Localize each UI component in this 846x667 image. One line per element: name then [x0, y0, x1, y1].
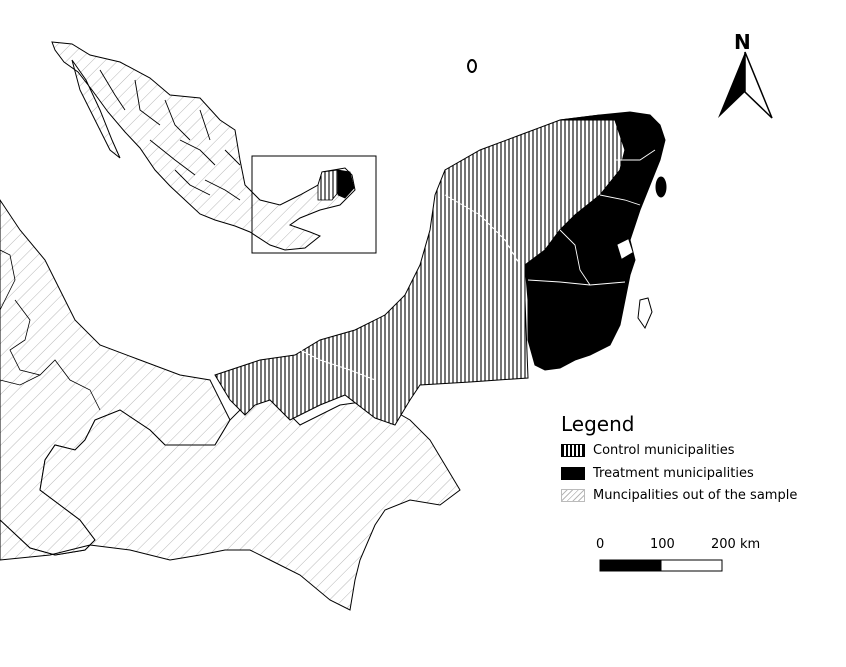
legend-item-label: Control municipalities [593, 442, 735, 458]
inset-map-mexico [51, 41, 377, 254]
inset-mexico-outline [51, 41, 356, 251]
control-border-b [299, 349, 376, 381]
treatment-border-3 [599, 194, 641, 206]
control-border-a [444, 194, 521, 266]
scale-bar [599, 559, 723, 572]
legend-item-out-of-sample: Muncipalities out of the sample [561, 487, 797, 503]
out-of-sample-municipalities [0, 199, 461, 611]
legend-title: Legend [561, 412, 635, 436]
legend-item-control: Control municipalities [561, 442, 735, 458]
treatment-swatch-icon [561, 466, 585, 480]
treatment-municipalities [524, 111, 667, 371]
island-arrecife [467, 59, 477, 73]
north-arrow [718, 51, 773, 119]
legend-item-treatment: Treatment municipalities [561, 465, 754, 481]
inset-state-borders [99, 69, 241, 201]
internal-border-1 [9, 299, 101, 411]
internal-border-2 [0, 374, 41, 386]
scale-bar-white-segment [660, 559, 723, 572]
out-of-sample-swatch-icon [561, 488, 585, 502]
inset-extent-box [251, 155, 377, 254]
inset-yucatan-treatment [337, 169, 355, 199]
scale-label-0: 0 [596, 537, 605, 552]
island-lake [617, 239, 633, 259]
scale-bar-black-segment [599, 559, 662, 572]
scale-label-200: 200 km [711, 537, 761, 552]
island-small [637, 297, 653, 330]
treatment-border-4 [615, 149, 656, 161]
out-region-guatemala-edge [0, 249, 16, 311]
treatment-border-2 [559, 229, 591, 286]
control-swatch-icon [561, 443, 585, 457]
legend-item-label: Treatment municipalities [593, 465, 754, 481]
treatment-region-quintana-roo [524, 111, 666, 371]
north-label: N [734, 30, 751, 54]
scale-label-100: 100 [650, 537, 675, 552]
island-cozumel [655, 176, 667, 198]
treatment-border-1 [527, 279, 626, 286]
legend-item-label: Muncipalities out of the sample [593, 487, 798, 503]
